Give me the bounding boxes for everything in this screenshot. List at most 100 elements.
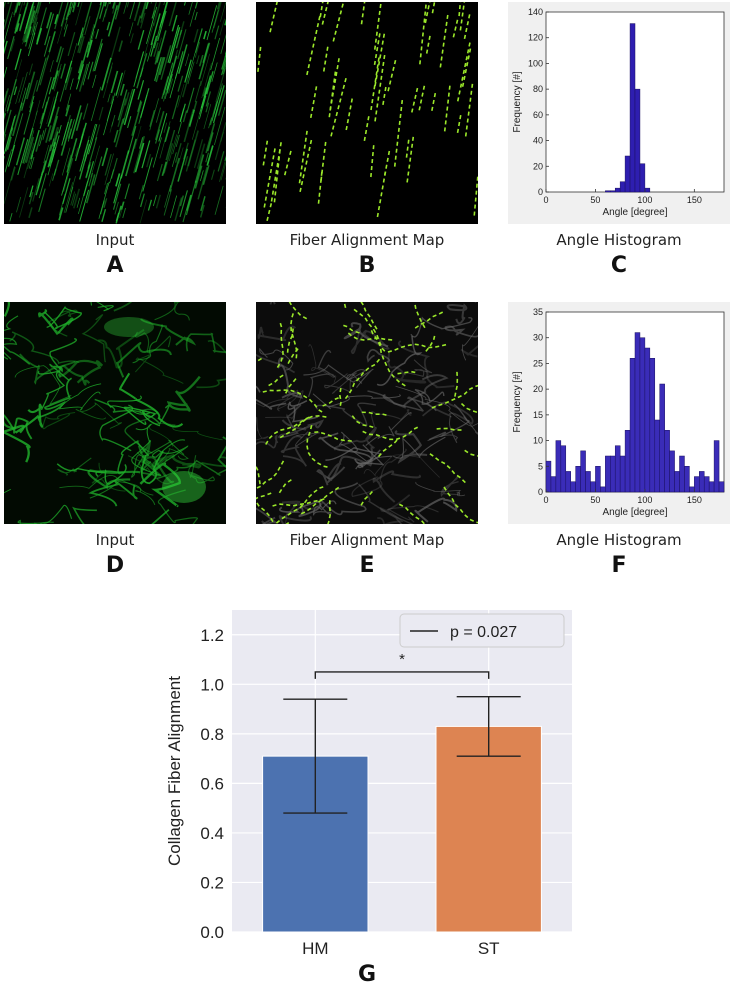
x-tick-label: 100 [637,495,652,505]
alignment-bar-chart-panel: 0.0 0.2 0.4 0.6 0.8 1.0 1.2 HM ST * p = 0.027 Colla… [160,600,580,965]
histogram-bar [669,450,675,493]
histogram-bar [619,181,626,193]
histogram-bar [600,486,606,493]
fiber-image-d [0,257,248,548]
histogram-bar [614,445,621,493]
y-tick-label: 20 [533,384,543,394]
x-tick-label: ST [478,939,500,958]
y-tick-label: 140 [528,7,543,17]
input-image-muscle-disordered [0,257,248,548]
x-tick-label: 100 [637,195,652,205]
y-tick-label: 30 [533,333,543,343]
histogram-bar [664,430,670,493]
significance-marker: * [399,651,405,668]
histogram-bar [619,455,626,493]
y-tick-label: 0 [538,487,543,497]
histogram-bar [718,481,725,493]
histogram-bar [605,455,611,493]
histogram-bar [550,476,557,493]
fiber-alignment-map-aligned [256,0,479,224]
y-tick-label: 1.0 [200,675,224,694]
histogram-bar [649,358,656,493]
caption-input-a: Input [95,231,135,249]
legend-label: p = 0.027 [450,624,517,641]
histogram-bar [595,466,601,493]
histogram-bar [639,337,646,493]
angle-histogram-f: 0 50 100 150 0 5 10 15 20 25 30 35 Angle [degree] Fre… [512,307,725,518]
x-tick-label: 0 [543,195,548,205]
y-axis-label: Frequency [#] [512,371,523,432]
histogram-bar [659,383,665,493]
y-tick-label: 1.2 [200,626,224,645]
fiber-map-e [223,259,522,538]
caption-map-b: Fiber Alignment Map [289,231,445,249]
alignment-bar-chart: 0.0 0.2 0.4 0.6 0.8 1.0 1.2 HM ST * p = 0.027 Colla… [165,610,572,958]
histogram-bar [570,481,576,493]
panel-letter-a: A [106,253,124,278]
x-tick-label: HM [302,939,328,958]
legend-box [399,613,565,648]
histogram-bar [610,455,616,493]
y-tick-label: 35 [533,307,543,317]
caption-hist-f: Angle Histogram [556,531,682,549]
y-tick-label: 100 [528,58,543,68]
histogram-bar [634,88,641,193]
x-tick-label: 50 [590,195,600,205]
panel-letter-g: G [357,962,377,987]
fiber-alignment-map-disordered [223,259,522,538]
fiber-image-a [0,0,243,224]
x-tick-label: 0 [543,495,548,505]
input-image-muscle-aligned [0,0,243,224]
bar-st [435,725,542,933]
histogram-bar [644,187,651,193]
histogram-bar [713,440,720,493]
histogram-bar [585,471,591,493]
panel-letter-c: C [610,253,628,278]
x-tick-label: 150 [687,495,702,505]
y-axis-label: Frequency [#] [512,71,523,132]
histogram-bar [590,481,596,493]
y-tick-label: 60 [533,110,543,120]
y-tick-label: 80 [533,84,543,94]
histogram-bar [575,466,581,493]
histogram-bar [565,471,571,493]
panel-letter-e: E [359,553,375,578]
y-tick-label: 40 [533,136,543,146]
histogram-bar [679,455,685,493]
caption-map-e: Fiber Alignment Map [289,531,445,549]
y-tick-label: 0.2 [200,873,224,892]
histogram-panel-c: 0 50 100 150 0 20 40 60 80 100 120 140 Angle [degree… [508,2,730,224]
panel-letter-f: F [611,553,627,578]
histogram-bar [684,466,690,493]
histogram-bar [708,481,715,493]
histogram-bar [580,450,586,493]
histogram-bar [624,430,631,493]
histogram-bar [610,190,616,193]
histogram-bar [634,332,641,493]
histogram-bar [674,471,680,493]
x-axis-label: Angle [degree] [602,507,667,518]
angle-histogram-c: 0 50 100 150 0 20 40 60 80 100 120 140 Angle [degree… [512,7,725,218]
histogram-bar [699,471,705,493]
histogram-bar [639,163,646,193]
histogram-bar [689,486,695,493]
histogram-bar [703,476,710,493]
histogram-bar [560,445,567,493]
x-axis-label: Angle [degree] [602,207,667,218]
caption-input-d: Input [95,531,135,549]
x-tick-label: 50 [590,495,600,505]
histogram-bar [614,187,621,193]
y-tick-label: 0 [538,187,543,197]
histogram-bar [654,419,660,493]
y-tick-label: 0.8 [200,725,224,744]
histogram-bar [545,460,552,493]
histogram-bar [644,347,651,493]
fiber-map-b [257,0,479,221]
x-tick-label: 150 [687,195,702,205]
histogram-bar [624,155,631,193]
histogram-bar [629,23,636,193]
histogram-bar [629,358,636,493]
y-tick-label: 0.6 [200,774,224,793]
y-tick-label: 25 [533,358,543,368]
y-tick-label: 0.4 [200,824,224,843]
